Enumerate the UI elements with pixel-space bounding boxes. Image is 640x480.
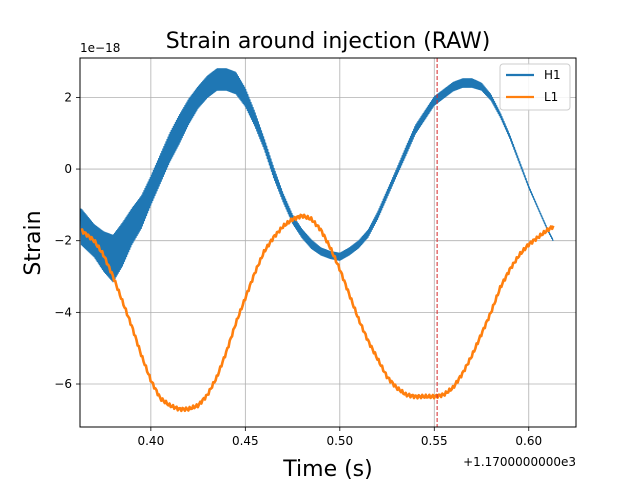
plot-frame [79,57,577,428]
y-axis-label: Strain [21,210,46,275]
legend: H1 L1 [499,63,571,111]
y-tick-label: −2 [54,234,72,248]
series-line-l1 [80,213,555,413]
series-group [80,68,555,413]
x-tick-label: 0.45 [232,434,259,448]
chart-title: Strain around injection (RAW) [166,29,491,54]
y-tick-label: 0 [64,162,72,176]
x-tick-label: 0.40 [137,434,164,448]
y-axis-ticks: −6 −4 −2 0 2 [54,90,80,391]
x-axis-label: Time (s) [282,457,372,480]
x-tick-label: 0.60 [515,434,542,448]
legend-label-h1: H1 [544,68,561,82]
x-axis-ticks: 0.40 0.45 0.50 0.55 0.60 [137,427,542,448]
y-tick-label: −4 [54,305,72,319]
series-line-h1 [80,68,554,283]
legend-label-l1: L1 [544,90,558,104]
y-scale-label: 1e−18 [80,41,120,55]
x-tick-label: 0.50 [326,434,353,448]
x-offset-label: +1.1700000000e3 [463,455,576,469]
x-tick-label: 0.55 [421,434,448,448]
y-tick-label: −6 [54,377,72,391]
y-tick-label: 2 [64,90,72,104]
